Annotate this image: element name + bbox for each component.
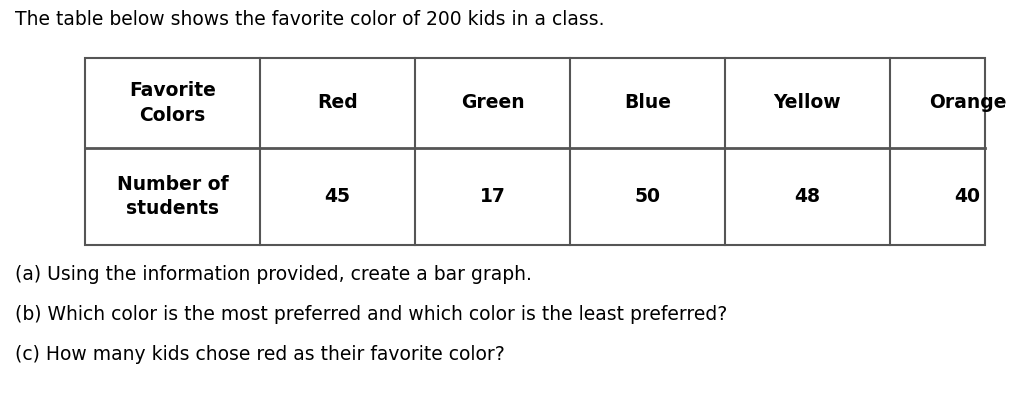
Text: Green: Green <box>461 93 525 112</box>
Text: 50: 50 <box>635 187 660 206</box>
Text: Yellow: Yellow <box>774 93 841 112</box>
Bar <box>85 58 985 245</box>
Text: 48: 48 <box>794 187 821 206</box>
Text: 45: 45 <box>324 187 351 206</box>
Text: Red: Red <box>317 93 358 112</box>
Text: (a) Using the information provided, create a bar graph.: (a) Using the information provided, crea… <box>15 265 532 284</box>
Text: Blue: Blue <box>624 93 671 112</box>
Text: The table below shows the favorite color of 200 kids in a class.: The table below shows the favorite color… <box>15 10 604 29</box>
Text: Number of
students: Number of students <box>117 175 228 219</box>
Text: Favorite
Colors: Favorite Colors <box>129 81 216 125</box>
Text: (b) Which color is the most preferred and which color is the least preferred?: (b) Which color is the most preferred an… <box>15 305 727 324</box>
Text: 40: 40 <box>955 187 980 206</box>
Text: 17: 17 <box>480 187 505 206</box>
Text: (c) How many kids chose red as their favorite color?: (c) How many kids chose red as their fav… <box>15 345 504 364</box>
Text: Orange: Orange <box>929 93 1006 112</box>
